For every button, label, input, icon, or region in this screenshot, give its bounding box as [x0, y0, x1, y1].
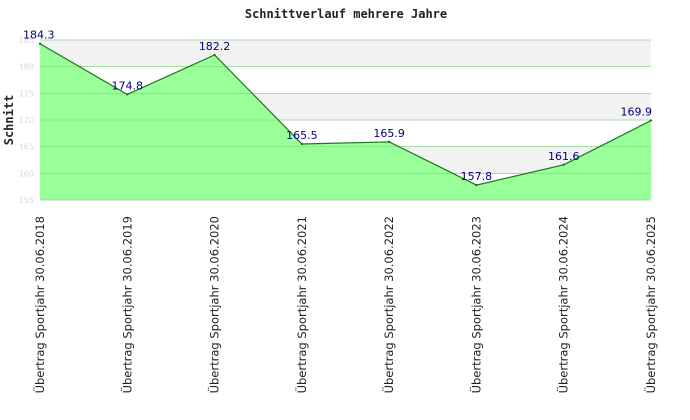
x-tick-label: Übertrag Sportjahr 30.06.2025: [642, 216, 658, 393]
y-tick-label: 155: [19, 196, 34, 205]
x-tick-label: Übertrag Sportjahr 30.06.2022: [380, 216, 396, 393]
data-point: [300, 142, 304, 146]
x-tick-label: Übertrag Sportjahr 30.06.2023: [467, 216, 483, 393]
data-point: [213, 53, 216, 57]
data-label: 174.8: [112, 79, 144, 92]
x-tick-label: Übertrag Sportjahr 30.06.2024: [555, 216, 571, 393]
y-tick-label: 165: [19, 143, 34, 152]
y-axis-label: Schnitt: [2, 95, 16, 146]
data-point: [126, 93, 129, 96]
data-labels: 184.3 174.8 182.2 165.5 165.9 157.8 161.6 169.9: [23, 29, 652, 183]
series-line: [39, 43, 652, 186]
y-tick-label: 180: [19, 63, 34, 72]
y-tick-label: 175: [19, 89, 34, 98]
data-point: [38, 42, 42, 45]
data-label: 169.9: [621, 106, 653, 119]
data-label: 182.2: [199, 40, 231, 53]
y-tick-labels: 155 160 165 170 175 180 185: [19, 36, 34, 205]
plot-band: [40, 40, 651, 67]
data-point: [562, 163, 565, 166]
x-tick-label: Übertrag Sportjahr 30.06.2021: [293, 216, 309, 393]
x-tick-label: Übertrag Sportjahr 30.06.2019: [118, 216, 134, 393]
area-fill: [40, 43, 651, 200]
chart-title: Schnittverlauf mehrere Jahre: [245, 7, 447, 21]
x-tick-label: Übertrag Sportjahr 30.06.2020: [206, 216, 222, 393]
data-label: 184.3: [23, 29, 55, 42]
data-label: 157.8: [461, 170, 493, 183]
y-tick-label: 160: [19, 169, 34, 178]
data-label: 165.9: [373, 127, 405, 140]
y-tick-label: 185: [19, 36, 34, 45]
data-label: 161.6: [548, 150, 580, 163]
data-point: [387, 140, 391, 144]
data-label: 165.5: [286, 129, 318, 142]
data-point: [475, 183, 478, 187]
x-tick-label: Übertrag Sportjahr 30.06.2018: [31, 216, 47, 393]
series-area: [38, 39, 653, 201]
x-tick-labels: Übertrag Sportjahr 30.06.2018 Übertrag Sp…: [31, 216, 658, 393]
y-tick-label: 170: [19, 116, 34, 125]
data-point: [649, 119, 653, 122]
